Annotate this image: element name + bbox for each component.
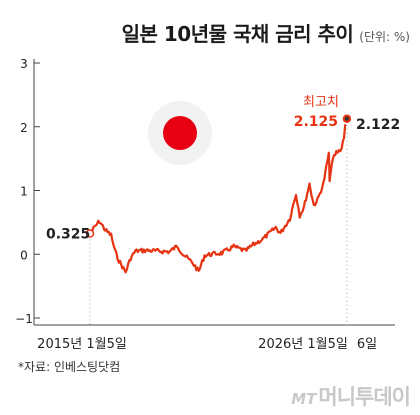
flag-sun bbox=[163, 116, 197, 150]
start-value-label: 0.325 bbox=[46, 227, 90, 243]
start-point-marker bbox=[85, 229, 95, 238]
y-tick-label: 1 bbox=[20, 185, 28, 199]
data-labels: 0.325 최고치 2.125 2.122 bbox=[46, 95, 400, 243]
x-tick-label-last: 6일 bbox=[357, 337, 377, 352]
peak-value-label: 2.125 bbox=[294, 114, 338, 130]
y-tick-label: 0 bbox=[20, 248, 28, 262]
peak-caption-label: 최고치 bbox=[303, 95, 339, 110]
y-tick-label: −1 bbox=[15, 312, 33, 326]
watermark-mark: MT bbox=[291, 390, 317, 408]
series-line bbox=[85, 113, 353, 274]
y-tick-label: 3 bbox=[20, 57, 28, 71]
series-path bbox=[89, 118, 349, 274]
source-note: *자료: 인베스팅닷컴 bbox=[18, 360, 121, 374]
peak-marker-dot bbox=[344, 116, 349, 121]
x-tick-label-end: 2026년 1월5일 bbox=[258, 337, 348, 352]
watermark-text: 머니투데이 bbox=[318, 385, 411, 409]
watermark-logo: MT머니투데이 bbox=[291, 381, 411, 411]
japan-flag-icon bbox=[148, 101, 212, 165]
end-value-label: 2.122 bbox=[356, 117, 400, 133]
x-tick-label-start: 2015년 1월5일 bbox=[37, 337, 127, 352]
axes: 3 2 1 0 −1 2015년 1월5일 2026년 1월5일 6일 bbox=[15, 57, 395, 352]
unit-label: (단위: %) bbox=[359, 30, 410, 44]
y-tick-label: 2 bbox=[20, 121, 28, 135]
chart-title-block: 일본 10년물 국채 금리 추이 (단위: %) bbox=[0, 18, 410, 47]
chart-title: 일본 10년물 국채 금리 추이 bbox=[121, 22, 354, 46]
